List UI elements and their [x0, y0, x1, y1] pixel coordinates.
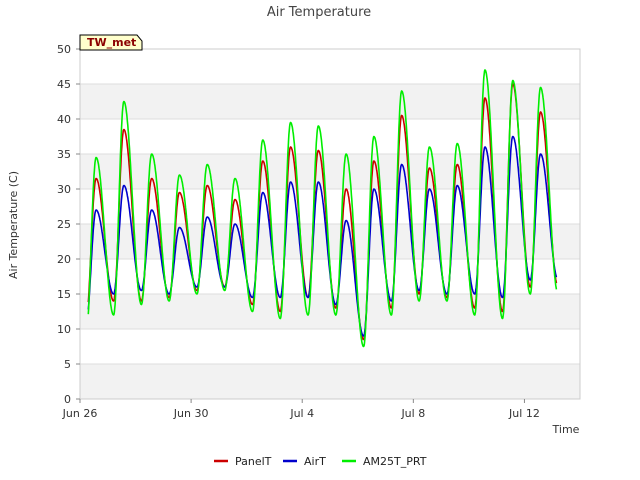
- y-tick-label: 40: [57, 113, 71, 126]
- y-tick-label: 25: [57, 218, 71, 231]
- grid-band: [80, 84, 580, 119]
- legend: PanelT AirT AM25T_PRT: [214, 455, 427, 468]
- legend-label: AirT: [304, 455, 326, 468]
- y-axis: 0 5 10 15 20 25 30 35 40 45 50: [57, 43, 80, 406]
- y-tick-label: 50: [57, 43, 71, 56]
- legend-label: PanelT: [235, 455, 272, 468]
- y-tick-label: 10: [57, 323, 71, 336]
- y-axis-label: Air Temperature (C): [7, 171, 20, 279]
- grid-band: [80, 154, 580, 189]
- x-tick-label: Jul 4: [289, 407, 314, 420]
- x-tick-label: Jul 8: [400, 407, 425, 420]
- grid-band: [80, 224, 580, 259]
- series-lines: [87, 69, 558, 348]
- y-tick-label: 5: [64, 358, 71, 371]
- y-tick-label: 35: [57, 148, 71, 161]
- x-axis-label: Time: [552, 423, 580, 436]
- y-tick-label: 15: [57, 288, 71, 301]
- grid-band: [80, 364, 580, 399]
- x-tick-label: Jul 12: [508, 407, 540, 420]
- grid-band: [80, 294, 580, 329]
- x-axis: Jun 26 Jun 30 Jul 4 Jul 8 Jul 12: [62, 399, 540, 420]
- y-tick-label: 45: [57, 78, 71, 91]
- y-tick-label: 0: [64, 393, 71, 406]
- y-tick-label: 20: [57, 253, 71, 266]
- x-tick-label: Jun 30: [173, 407, 209, 420]
- y-tick-label: 30: [57, 183, 71, 196]
- grid-bands: [80, 84, 580, 399]
- station-badge-label: TW_met: [87, 36, 136, 49]
- station-badge: TW_met: [79, 34, 143, 51]
- x-tick-label: Jun 26: [62, 407, 98, 420]
- chart-title: Air Temperature: [267, 5, 371, 20]
- series-line-am25t_prt: [87, 69, 558, 348]
- legend-label: AM25T_PRT: [363, 455, 427, 468]
